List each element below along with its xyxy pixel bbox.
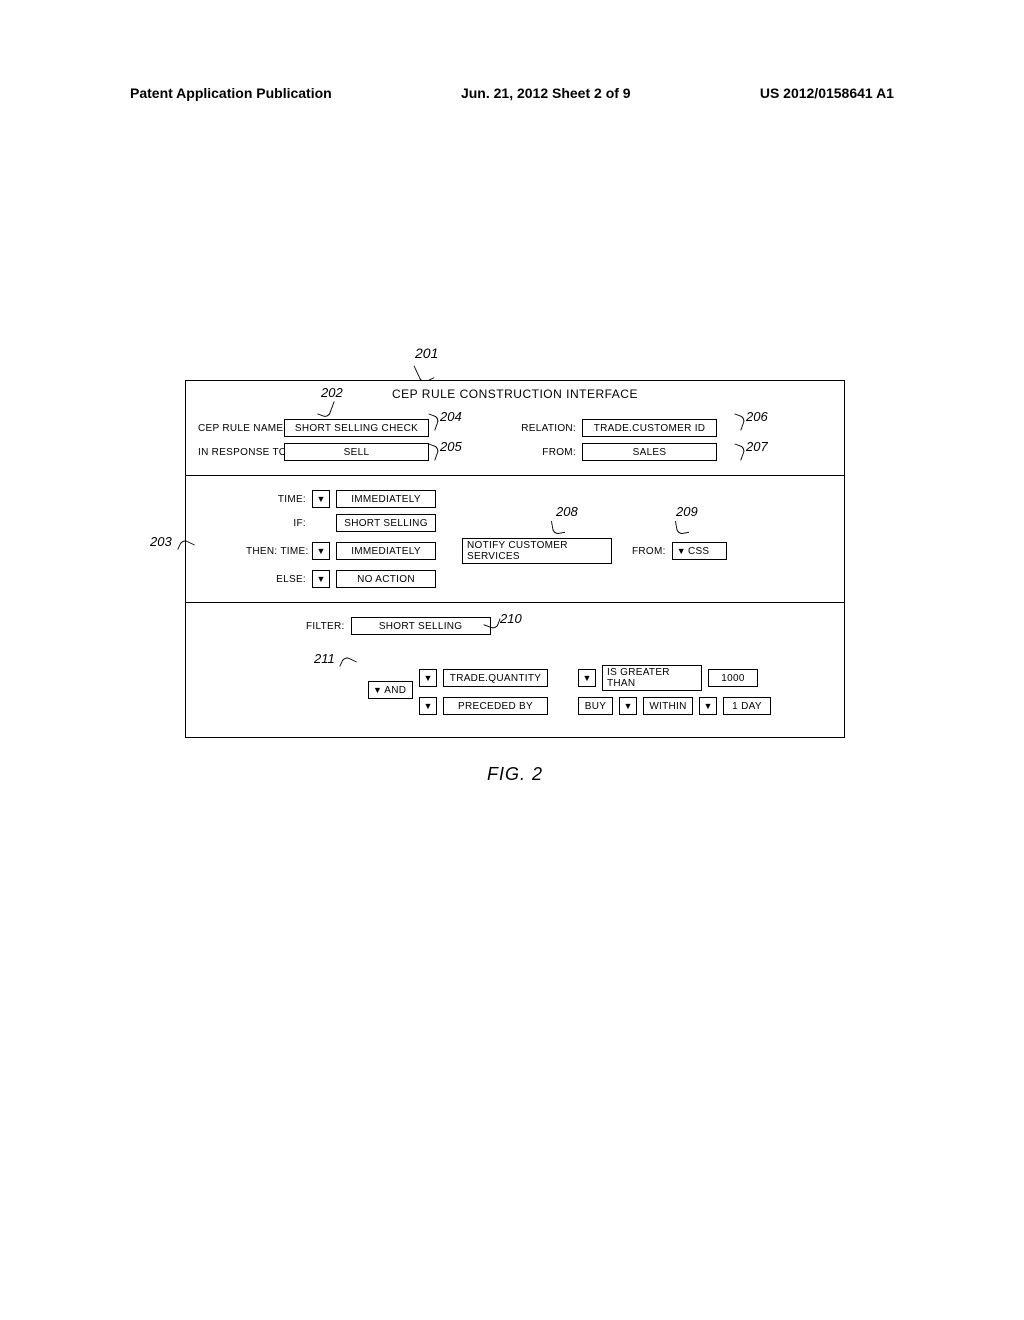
ref-203: 203 (150, 534, 172, 549)
then-time-field[interactable]: IMMEDIATELY (336, 542, 436, 560)
ref-208: 208 (556, 504, 578, 519)
then-from-field[interactable]: ▼CSS (672, 542, 727, 560)
header-left: Patent Application Publication (130, 85, 332, 101)
relation-label: RELATION: (521, 423, 576, 434)
else-label: ELSE: (246, 574, 306, 585)
ref-210: 210 (500, 611, 522, 626)
header-right: US 2012/0158641 A1 (760, 85, 894, 101)
top-section: CEP RULE NAME: SHORT SELLING CHECK RELAT… (186, 405, 844, 475)
filter-label: FILTER: (306, 621, 345, 632)
ref-206: 206 (746, 409, 768, 424)
figure-caption: FIG. 2 (185, 764, 845, 785)
time-field[interactable]: IMMEDIATELY (336, 490, 436, 508)
leader-line (675, 519, 689, 535)
ref-204: 204 (440, 409, 462, 424)
time-dropdown[interactable]: ▼ (312, 490, 330, 508)
figure-area: 201 202 CEP RULE CONSTRUCTION INTERFACE … (185, 380, 845, 785)
header-center: Jun. 21, 2012 Sheet 2 of 9 (461, 85, 631, 101)
and-value: AND (384, 685, 406, 696)
rule-name-field[interactable]: SHORT SELLING CHECK (284, 419, 429, 437)
ref-205: 205 (440, 439, 462, 454)
relation-field[interactable]: TRADE.CUSTOMER ID (582, 419, 717, 437)
cond2-op-dropdown[interactable]: ▼ (619, 697, 637, 715)
cond2-field-dropdown[interactable]: ▼ (419, 697, 437, 715)
ref-211: 211 (314, 651, 335, 666)
cond1-op-dropdown[interactable]: ▼ (578, 669, 596, 687)
else-field[interactable]: NO ACTION (336, 570, 436, 588)
mid-section: TIME: ▼ IMMEDIATELY IF: SHORT SELLING TH… (186, 476, 844, 602)
leader-line (551, 519, 565, 535)
if-label: IF: (246, 518, 306, 529)
cond1-field-dropdown[interactable]: ▼ (419, 669, 437, 687)
from-label: FROM: (521, 447, 576, 458)
response-label: IN RESPONSE TO: (198, 447, 278, 458)
cep-panel: 202 CEP RULE CONSTRUCTION INTERFACE CEP … (185, 380, 845, 738)
cond2-op-field[interactable]: WITHIN (643, 697, 693, 715)
filter-field[interactable]: SHORT SELLING (351, 617, 491, 635)
cond1-field[interactable]: TRADE.QUANTITY (443, 669, 548, 687)
filter-section: FILTER: SHORT SELLING 210 ▼AND ▼ TRADE.Q… (186, 603, 844, 737)
rule-name-label: CEP RULE NAME: (198, 423, 278, 434)
then-from-label: FROM: (632, 546, 666, 557)
then-from-value: CSS (688, 546, 709, 557)
from-field[interactable]: SALES (582, 443, 717, 461)
notify-field[interactable]: NOTIFY CUSTOMER SERVICES (462, 538, 612, 564)
if-field[interactable]: SHORT SELLING (336, 514, 436, 532)
panel-title: CEP RULE CONSTRUCTION INTERFACE (186, 381, 844, 405)
else-dropdown[interactable]: ▼ (312, 570, 330, 588)
then-time-label: THEN: TIME: (246, 546, 306, 557)
cond2-val2-field[interactable]: 1 DAY (723, 697, 771, 715)
cond2-val1-field[interactable]: BUY (578, 697, 613, 715)
cond1-val-field[interactable]: 1000 (708, 669, 758, 687)
time-label: TIME: (246, 494, 306, 505)
cond2-field[interactable]: PRECEDED BY (443, 697, 548, 715)
response-field[interactable]: SELL (284, 443, 429, 461)
ref-201: 201 (415, 345, 438, 361)
ref-207: 207 (746, 439, 768, 454)
ref-209: 209 (676, 504, 698, 519)
then-time-dropdown[interactable]: ▼ (312, 542, 330, 560)
leader-line (177, 539, 195, 556)
cond2-val2-dropdown[interactable]: ▼ (699, 697, 717, 715)
cond1-op-field[interactable]: IS GREATER THAN (602, 665, 702, 691)
and-field[interactable]: ▼AND (368, 681, 413, 699)
page-header: Patent Application Publication Jun. 21, … (130, 85, 894, 101)
